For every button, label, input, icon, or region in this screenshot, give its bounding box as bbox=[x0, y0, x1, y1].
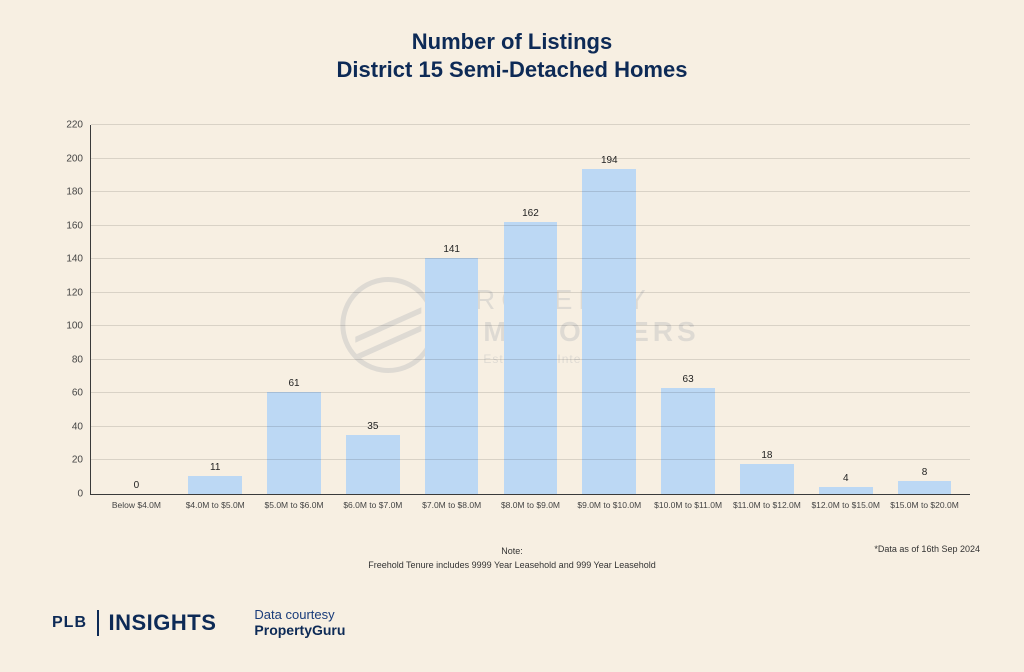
brand-separator bbox=[97, 610, 99, 636]
gridline bbox=[91, 459, 970, 460]
bar-slot: 141$7.0M to $8.0M bbox=[412, 125, 491, 494]
y-tick-label: 40 bbox=[72, 421, 91, 432]
x-tick-label: $15.0M to $20.0M bbox=[877, 494, 972, 510]
bar-value-label: 141 bbox=[443, 244, 460, 255]
bar bbox=[898, 481, 952, 494]
bar-value-label: 0 bbox=[134, 480, 140, 491]
y-tick-label: 0 bbox=[77, 489, 91, 500]
y-tick-label: 80 bbox=[72, 354, 91, 365]
y-tick-label: 220 bbox=[66, 120, 91, 131]
gridline bbox=[91, 258, 970, 259]
gridline bbox=[91, 191, 970, 192]
data-courtesy: Data courtesy PropertyGuru bbox=[254, 607, 345, 638]
bars-container: 0Below $4.0M11$4.0M to $5.0M61$5.0M to $… bbox=[91, 125, 970, 494]
chart-title: Number of Listings District 15 Semi-Deta… bbox=[0, 28, 1024, 83]
bar-slot: 4$12.0M to $15.0M bbox=[806, 125, 885, 494]
gridline bbox=[91, 158, 970, 159]
note-heading: Note: bbox=[0, 545, 1024, 559]
gridline bbox=[91, 292, 970, 293]
bar-slot: 35$6.0M to $7.0M bbox=[333, 125, 412, 494]
plot-area: 0Below $4.0M11$4.0M to $5.0M61$5.0M to $… bbox=[90, 125, 970, 495]
bar-value-label: 63 bbox=[683, 374, 694, 385]
title-line-2: District 15 Semi-Detached Homes bbox=[0, 56, 1024, 84]
y-tick-label: 100 bbox=[66, 321, 91, 332]
y-tick-label: 140 bbox=[66, 254, 91, 265]
chart-note: Note: Freehold Tenure includes 9999 Year… bbox=[0, 545, 1024, 572]
y-tick-label: 200 bbox=[66, 153, 91, 164]
note-body: Freehold Tenure includes 9999 Year Lease… bbox=[0, 559, 1024, 573]
bar-slot: 11$4.0M to $5.0M bbox=[176, 125, 255, 494]
bar-value-label: 4 bbox=[843, 473, 849, 484]
bar-slot: 63$10.0M to $11.0M bbox=[649, 125, 728, 494]
brand-insights: INSIGHTS bbox=[109, 610, 217, 636]
bar-slot: 162$8.0M to $9.0M bbox=[491, 125, 570, 494]
y-tick-label: 60 bbox=[72, 388, 91, 399]
y-tick-label: 180 bbox=[66, 187, 91, 198]
bar bbox=[188, 476, 242, 494]
gridline bbox=[91, 392, 970, 393]
chart-area: PROPERTY LIMBROTHERS Real Estate with In… bbox=[60, 125, 980, 525]
chart-canvas: Number of Listings District 15 Semi-Deta… bbox=[0, 0, 1024, 672]
bar bbox=[661, 388, 715, 494]
y-tick-label: 160 bbox=[66, 220, 91, 231]
gridline bbox=[91, 325, 970, 326]
title-line-1: Number of Listings bbox=[0, 28, 1024, 56]
footer: PLB INSIGHTS Data courtesy PropertyGuru bbox=[52, 607, 345, 638]
bar-slot: 18$11.0M to $12.0M bbox=[728, 125, 807, 494]
bar-value-label: 11 bbox=[210, 462, 220, 473]
bar-slot: 8$15.0M to $20.0M bbox=[885, 125, 964, 494]
brand-plb: PLB bbox=[52, 614, 87, 632]
bar bbox=[582, 169, 636, 494]
data-asof: *Data as of 16th Sep 2024 bbox=[874, 544, 980, 554]
bar-slot: 194$9.0M to $10.0M bbox=[570, 125, 649, 494]
bar-value-label: 8 bbox=[922, 467, 928, 478]
courtesy-value: PropertyGuru bbox=[254, 622, 345, 638]
brand-logo: PLB INSIGHTS bbox=[52, 610, 216, 636]
bar bbox=[740, 464, 794, 494]
bar-slot: 61$5.0M to $6.0M bbox=[255, 125, 334, 494]
gridline bbox=[91, 225, 970, 226]
gridline bbox=[91, 359, 970, 360]
bar-slot: 0Below $4.0M bbox=[97, 125, 176, 494]
courtesy-label: Data courtesy bbox=[254, 607, 345, 622]
gridline bbox=[91, 426, 970, 427]
bar-value-label: 194 bbox=[601, 155, 618, 166]
bar bbox=[346, 435, 400, 494]
y-tick-label: 20 bbox=[72, 455, 91, 466]
y-tick-label: 120 bbox=[66, 287, 91, 298]
gridline bbox=[91, 124, 970, 125]
bar bbox=[267, 392, 321, 494]
bar bbox=[819, 487, 873, 494]
bar-value-label: 162 bbox=[522, 208, 539, 219]
bar-value-label: 61 bbox=[288, 378, 299, 389]
